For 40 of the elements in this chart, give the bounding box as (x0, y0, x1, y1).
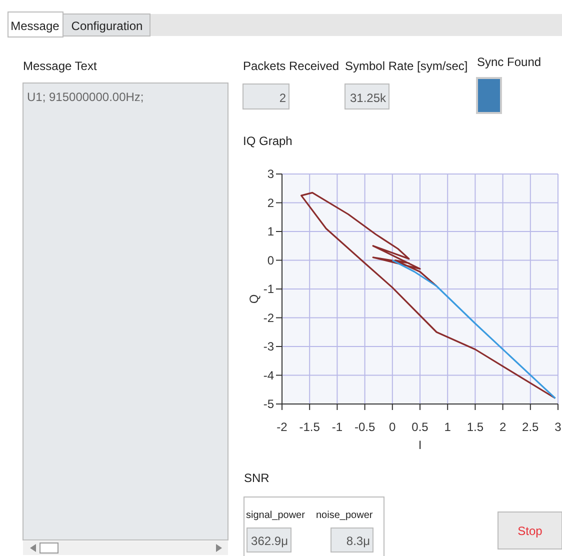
y-tick-label: 3 (267, 167, 274, 181)
x-tick-label: -0.5 (354, 420, 376, 434)
y-axis-title: Q (247, 294, 261, 304)
x-tick-label: -2 (276, 420, 288, 434)
x-tick-label: 0.5 (412, 420, 429, 434)
text: Message Text (23, 59, 98, 73)
x-tick-label: 1.5 (466, 420, 484, 434)
x-axis-title: I (418, 438, 422, 452)
text: 31.25k (350, 91, 387, 105)
y-tick-label: 1 (267, 224, 274, 238)
text: 2 (279, 91, 286, 105)
text: SNR (244, 471, 270, 485)
y-tick-label: -5 (263, 397, 274, 411)
y-tick-label: 2 (267, 196, 274, 210)
y-tick-label: -3 (263, 340, 274, 354)
text: signal_power (246, 510, 306, 521)
y-tick-label: -1 (263, 282, 274, 296)
text: Sync Found (477, 55, 542, 69)
x-tick-label: 3 (554, 420, 562, 434)
text: U1; 915000000.00Hz; (27, 90, 144, 104)
y-tick-label: -2 (263, 310, 274, 325)
x-tick-label: 0 (389, 420, 396, 434)
text: noise_power (316, 510, 374, 521)
text: 8.3μ (346, 534, 370, 548)
x-tick-label: -1 (332, 420, 343, 434)
x-tick-label: -1.5 (299, 420, 320, 434)
text: Packets Received (243, 59, 340, 73)
line-series (300, 192, 556, 400)
line-series (392, 259, 556, 400)
x-tick-label: 2.5 (522, 420, 540, 434)
text: Symbol Rate [sym/sec] (345, 59, 468, 73)
y-tick-label: 0 (267, 253, 274, 268)
chart-title: IQ Graph (243, 134, 292, 148)
text: 362.9μ (251, 534, 288, 548)
text: Configuration (71, 19, 143, 33)
y-tick-label: -4 (263, 368, 274, 382)
text: Stop (518, 524, 543, 538)
x-tick-label: 1 (444, 420, 452, 434)
x-tick-label: 2 (499, 420, 506, 434)
text: Message (10, 19, 60, 33)
